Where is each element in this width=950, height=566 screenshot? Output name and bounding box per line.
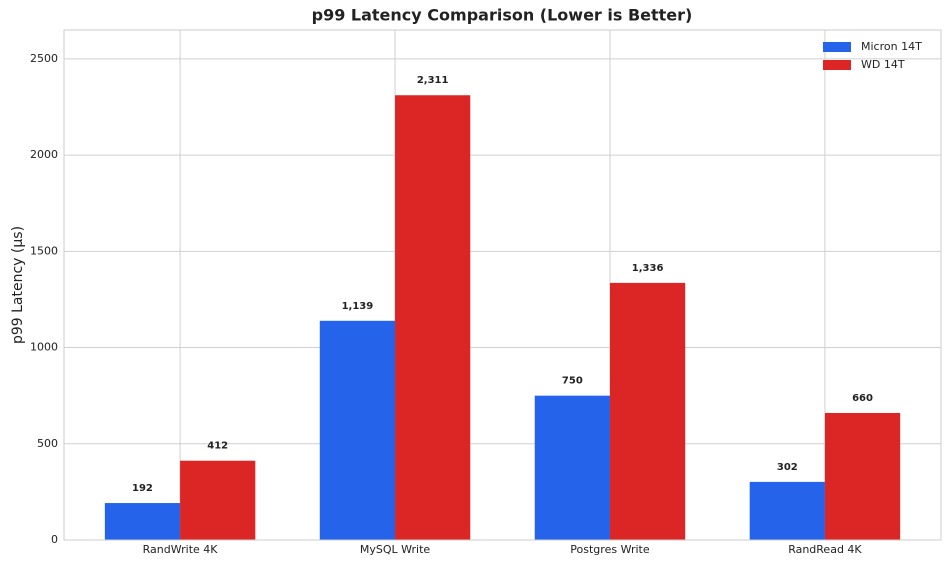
bar: [824, 412, 901, 540]
bar: [395, 95, 471, 540]
x-tick-label: RandWrite 4K: [143, 543, 219, 556]
x-tick-label: RandRead 4K: [788, 543, 862, 556]
bar: [104, 503, 181, 540]
value-label: 1,336: [632, 263, 664, 274]
y-tick-label: 0: [51, 533, 58, 546]
y-axis-label: p99 Latency (µs): [10, 226, 26, 344]
legend-swatch: [823, 60, 851, 70]
bar: [534, 395, 610, 540]
y-tick-label: 2000: [30, 148, 58, 161]
bar: [319, 320, 396, 540]
legend-label: WD 14T: [861, 58, 905, 71]
bar: [609, 282, 686, 540]
value-label: 2,311: [417, 75, 449, 86]
y-tick-label: 1000: [30, 341, 58, 354]
value-label: 192: [132, 483, 153, 494]
value-label: 412: [207, 441, 228, 452]
bar: [749, 481, 825, 540]
y-tick-label: 2500: [30, 52, 58, 65]
x-tick-label: Postgres Write: [570, 543, 650, 556]
value-label: 302: [777, 462, 798, 473]
y-tick-label: 500: [37, 437, 58, 450]
y-tick-label: 1500: [30, 244, 58, 257]
chart-title: p99 Latency Comparison (Lower is Better): [312, 6, 693, 25]
value-label: 750: [562, 376, 583, 387]
legend-label: Micron 14T: [861, 40, 922, 53]
value-label: 660: [852, 393, 873, 404]
bar: [180, 460, 256, 540]
plot-frame: [63, 29, 942, 541]
value-label: 1,139: [342, 301, 374, 312]
legend-swatch: [823, 42, 851, 52]
x-tick-label: MySQL Write: [360, 543, 431, 556]
